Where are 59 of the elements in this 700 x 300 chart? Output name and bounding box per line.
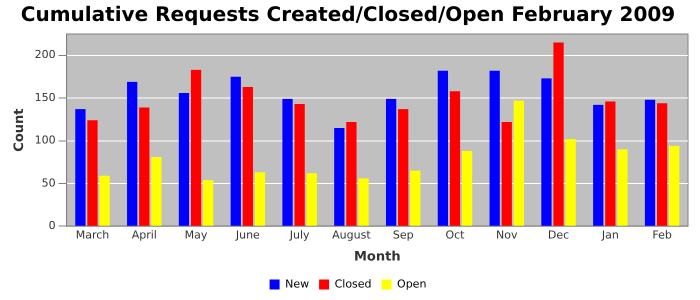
- bar: [230, 76, 241, 226]
- bar: [541, 78, 552, 226]
- y-tick-label: 50: [42, 176, 56, 190]
- legend-label: New: [285, 277, 310, 290]
- x-tick-label: Oct: [445, 228, 466, 242]
- bar: [553, 42, 564, 226]
- bar: [127, 82, 138, 226]
- bar: [139, 107, 150, 226]
- bar: [462, 151, 472, 226]
- x-tick-label: Sep: [392, 228, 414, 242]
- bar: [242, 86, 253, 226]
- bar: [617, 149, 628, 226]
- bar: [334, 128, 344, 226]
- y-tick-label: 0: [48, 219, 56, 232]
- x-tick-label: Dec: [548, 228, 570, 242]
- bar: [99, 176, 110, 226]
- bar: [151, 157, 162, 226]
- bar: [502, 122, 512, 226]
- bar: [203, 180, 214, 226]
- x-tick-label: Feb: [652, 228, 672, 242]
- y-axis-title: Count: [12, 108, 28, 152]
- bar: [294, 104, 305, 226]
- bar: [358, 178, 369, 226]
- bar: [438, 70, 448, 226]
- y-tick-label: 100: [34, 134, 56, 147]
- bar: [669, 146, 680, 226]
- x-tick-label: Jan: [600, 228, 619, 242]
- bar: [450, 91, 460, 226]
- bar: [282, 98, 293, 226]
- bar: [254, 172, 266, 226]
- bar: [398, 109, 408, 226]
- bar: [644, 100, 656, 226]
- bar: [178, 92, 190, 226]
- bar: [386, 98, 396, 226]
- x-tick-label: May: [184, 228, 208, 242]
- bar: [593, 104, 604, 226]
- x-tick-label: July: [288, 228, 310, 242]
- x-tick-label: August: [332, 228, 372, 242]
- bar: [410, 170, 420, 226]
- bar: [565, 139, 576, 226]
- x-tick-label: April: [132, 228, 157, 242]
- bar: [87, 120, 98, 226]
- legend-label: Open: [397, 277, 426, 290]
- chart-title: Cumulative Requests Created/Closed/Open February 2009: [20, 2, 676, 26]
- bar: [605, 101, 616, 226]
- x-tick-label: March: [76, 228, 110, 242]
- bar: [75, 109, 86, 226]
- x-tick-label: Nov: [496, 228, 518, 242]
- legend-label: Closed: [334, 277, 372, 290]
- x-axis-title: Month: [354, 250, 401, 265]
- bar: [490, 70, 500, 226]
- bar: [656, 103, 668, 226]
- bar: [514, 100, 524, 226]
- x-tick-label: June: [234, 228, 260, 242]
- y-tick-label: 200: [34, 48, 56, 62]
- bar: [306, 173, 317, 226]
- bar: [190, 70, 202, 226]
- bar: [346, 122, 357, 226]
- y-tick-label: 150: [34, 90, 56, 104]
